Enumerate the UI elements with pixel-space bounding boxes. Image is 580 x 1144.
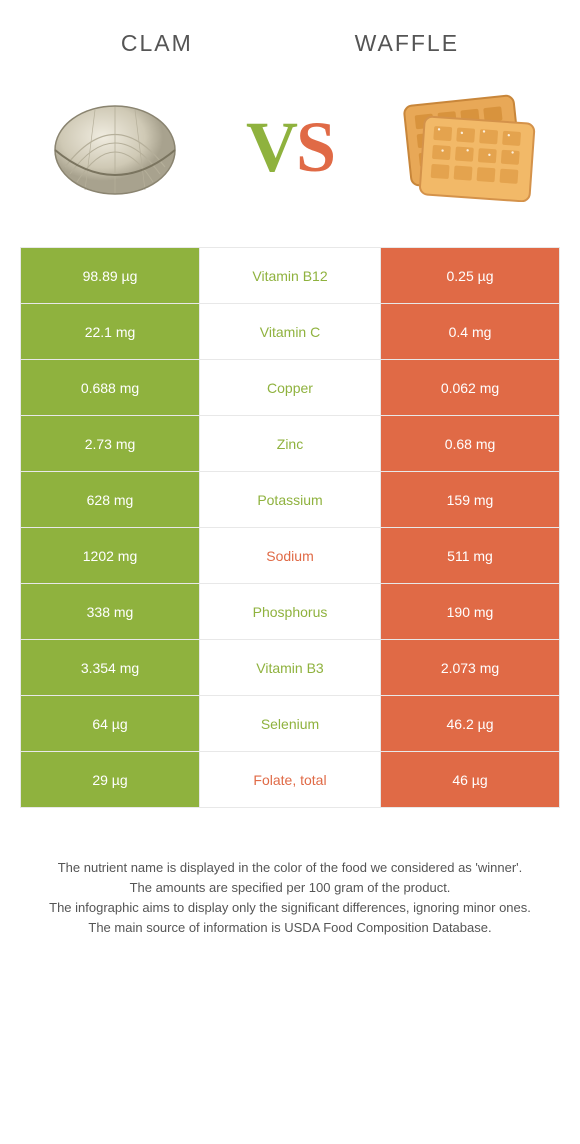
table-row: 98.89 µgVitamin B120.25 µg bbox=[20, 248, 560, 304]
table-row: 22.1 mgVitamin C0.4 mg bbox=[20, 304, 560, 360]
cell-nutrient-label: Vitamin B3 bbox=[200, 640, 380, 695]
vs-v: V bbox=[246, 107, 296, 187]
cell-right-value: 0.062 mg bbox=[380, 360, 560, 415]
cell-left-value: 1202 mg bbox=[20, 528, 200, 583]
cell-right-value: 511 mg bbox=[380, 528, 560, 583]
table-row: 0.688 mgCopper0.062 mg bbox=[20, 360, 560, 416]
cell-left-value: 98.89 µg bbox=[20, 248, 200, 303]
cell-left-value: 3.354 mg bbox=[20, 640, 200, 695]
footer-line-1: The nutrient name is displayed in the co… bbox=[40, 858, 540, 878]
cell-right-value: 46 µg bbox=[380, 752, 560, 807]
cell-nutrient-label: Copper bbox=[200, 360, 380, 415]
cell-nutrient-label: Vitamin B12 bbox=[200, 248, 380, 303]
cell-nutrient-label: Folate, total bbox=[200, 752, 380, 807]
cell-right-value: 190 mg bbox=[380, 584, 560, 639]
footer-notes: The nutrient name is displayed in the co… bbox=[40, 858, 540, 939]
cell-right-value: 0.4 mg bbox=[380, 304, 560, 359]
cell-right-value: 2.073 mg bbox=[380, 640, 560, 695]
cell-nutrient-label: Sodium bbox=[200, 528, 380, 583]
title-right: Waffle bbox=[355, 30, 459, 57]
cell-nutrient-label: Phosphorus bbox=[200, 584, 380, 639]
table-row: 64 µgSelenium46.2 µg bbox=[20, 696, 560, 752]
cell-nutrient-label: Zinc bbox=[200, 416, 380, 471]
vs-label: VS bbox=[246, 106, 334, 189]
table-row: 628 mgPotassium159 mg bbox=[20, 472, 560, 528]
cell-nutrient-label: Potassium bbox=[200, 472, 380, 527]
cell-left-value: 64 µg bbox=[20, 696, 200, 751]
clam-image bbox=[40, 87, 190, 207]
footer-line-3: The infographic aims to display only the… bbox=[40, 898, 540, 918]
table-row: 1202 mgSodium511 mg bbox=[20, 528, 560, 584]
table-row: 2.73 mgZinc0.68 mg bbox=[20, 416, 560, 472]
cell-left-value: 2.73 mg bbox=[20, 416, 200, 471]
cell-left-value: 0.688 mg bbox=[20, 360, 200, 415]
table-row: 338 mgPhosphorus190 mg bbox=[20, 584, 560, 640]
table-row: 29 µgFolate, total46 µg bbox=[20, 752, 560, 808]
vs-s: S bbox=[296, 107, 334, 187]
cell-right-value: 0.25 µg bbox=[380, 248, 560, 303]
cell-right-value: 0.68 mg bbox=[380, 416, 560, 471]
cell-left-value: 22.1 mg bbox=[20, 304, 200, 359]
cell-left-value: 338 mg bbox=[20, 584, 200, 639]
header: Clam Waffle bbox=[0, 0, 580, 77]
cell-right-value: 159 mg bbox=[380, 472, 560, 527]
nutrient-table: 98.89 µgVitamin B120.25 µg22.1 mgVitamin… bbox=[20, 247, 560, 808]
footer-line-4: The main source of information is USDA F… bbox=[40, 918, 540, 938]
waffle-image bbox=[390, 87, 540, 207]
cell-left-value: 628 mg bbox=[20, 472, 200, 527]
cell-right-value: 46.2 µg bbox=[380, 696, 560, 751]
cell-nutrient-label: Vitamin C bbox=[200, 304, 380, 359]
footer-line-2: The amounts are specified per 100 gram o… bbox=[40, 878, 540, 898]
title-left: Clam bbox=[121, 30, 193, 57]
cell-nutrient-label: Selenium bbox=[200, 696, 380, 751]
table-row: 3.354 mgVitamin B32.073 mg bbox=[20, 640, 560, 696]
hero: VS bbox=[0, 87, 580, 247]
cell-left-value: 29 µg bbox=[20, 752, 200, 807]
